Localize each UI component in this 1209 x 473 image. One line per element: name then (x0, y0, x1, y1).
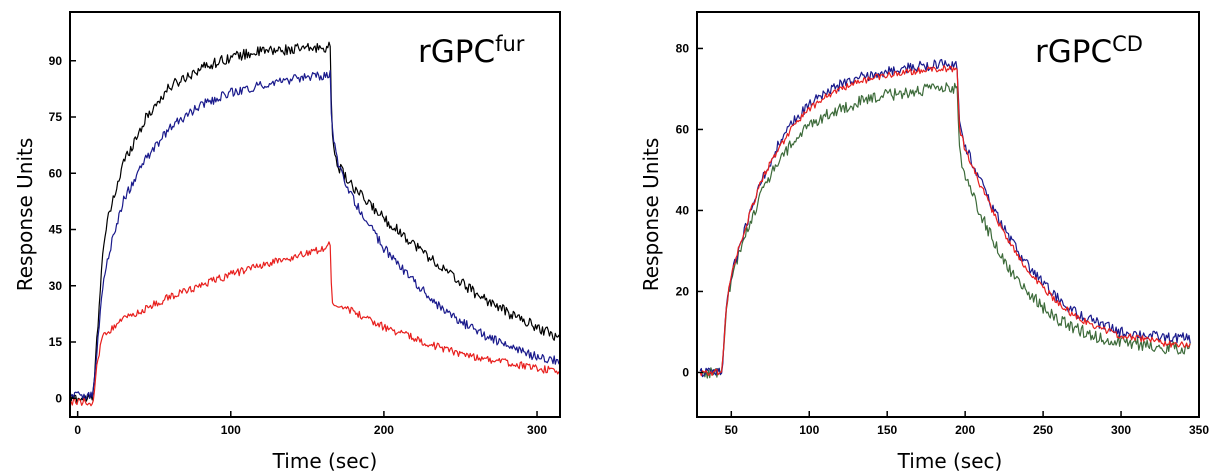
x-tick-label: 350 (1189, 423, 1209, 437)
series-line-3 (699, 64, 1191, 377)
x-tick-label: 250 (1033, 423, 1053, 437)
plot-frame (696, 11, 1200, 418)
x-tick-label: 0 (74, 423, 81, 437)
y-tick-label: 80 (676, 41, 690, 55)
y-tick-label: 30 (49, 279, 63, 293)
y-tick-label: 40 (676, 203, 690, 217)
chart-panel-1: 0 100 200 300 0 15 30 45 60 75 90 Time (sec) Respons… (13, 11, 561, 473)
series-line-2 (70, 69, 560, 400)
y-tick-label: 0 (682, 365, 689, 379)
y-tick-label: 75 (49, 110, 63, 124)
x-tick-label: 100 (799, 423, 819, 437)
y-tick-label: 60 (676, 122, 690, 136)
y-tick-label: 60 (49, 166, 63, 180)
x-tick-label: 100 (221, 423, 241, 437)
x-axis-label: Time (sec) (897, 449, 1003, 473)
x-axis-label: Time (sec) (272, 449, 378, 473)
plot-frame (69, 11, 561, 418)
series-line-1 (70, 41, 560, 404)
y-axis-label: Response Units (13, 138, 37, 292)
x-tick-label: 200 (374, 423, 394, 437)
x-tick-label: 50 (725, 423, 739, 437)
y-tick-label: 20 (676, 284, 690, 298)
panel-title-main: rGPC (1035, 34, 1112, 70)
panel-title: rGPCfur (418, 32, 525, 70)
y-axis-label: Response Units (639, 138, 663, 292)
x-tick-label: 150 (877, 423, 897, 437)
panel-title-main: rGPC (418, 34, 495, 70)
panel-title: rGPCCD (1035, 32, 1143, 70)
chart-panel-2: 50 100 150 200 250 300 350 0 20 40 60 80 Time (sec) R… (639, 11, 1209, 473)
series-line-1 (699, 82, 1191, 379)
x-tick-label: 300 (527, 423, 547, 437)
x-tick-label: 200 (955, 423, 975, 437)
x-tick-label: 300 (1111, 423, 1131, 437)
panel-title-superscript: CD (1112, 32, 1143, 56)
y-tick-label: 45 (49, 223, 63, 237)
panel-title-superscript: fur (495, 32, 525, 56)
series-line-2 (699, 58, 1191, 378)
y-tick-label: 0 (55, 391, 62, 405)
y-tick-label: 90 (49, 54, 63, 68)
series-line-3 (70, 241, 560, 407)
y-tick-label: 15 (49, 335, 63, 349)
